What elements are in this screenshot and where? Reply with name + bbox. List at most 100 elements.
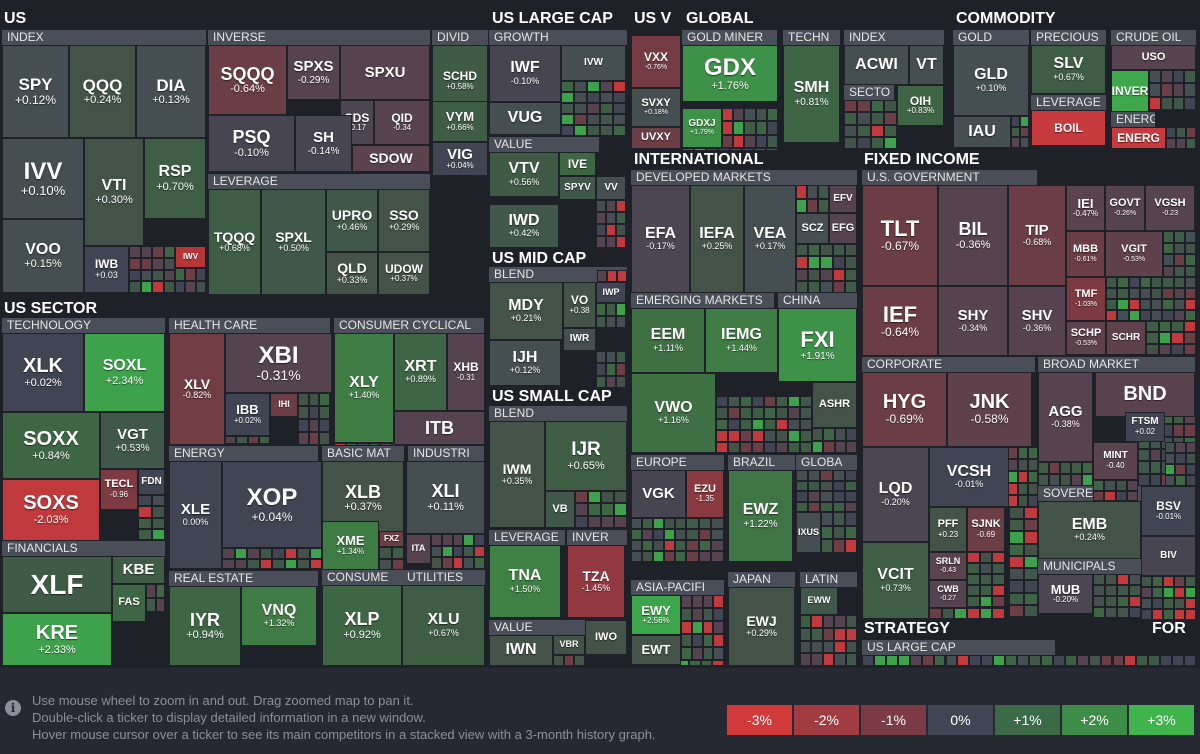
minor-ticker-cell[interactable] xyxy=(441,534,453,546)
minor-ticker-cell[interactable] xyxy=(588,503,601,516)
minor-ticker-cell[interactable] xyxy=(764,396,776,408)
minor-ticker-cell[interactable] xyxy=(146,584,156,598)
minor-ticker-cell[interactable] xyxy=(821,512,833,526)
minor-ticker-cell[interactable] xyxy=(1104,480,1116,491)
ticker-tile-vt[interactable]: VT xyxy=(909,45,944,85)
minor-ticker-cell[interactable] xyxy=(574,125,587,136)
minor-ticker-cell[interactable] xyxy=(1173,288,1185,299)
minor-ticker-cell[interactable] xyxy=(1175,464,1186,475)
minor-ticker-cell[interactable] xyxy=(967,596,980,607)
minor-ticker-cell[interactable] xyxy=(742,148,754,151)
minor-ticker-cell[interactable] xyxy=(1106,288,1118,299)
ticker-tile-pff[interactable]: PFF +0.23 xyxy=(929,507,967,552)
ticker-tile-upro[interactable]: UPRO +0.46% xyxy=(326,189,378,252)
minor-ticker-cell[interactable] xyxy=(1009,531,1024,544)
minor-ticker-cell[interactable] xyxy=(800,627,812,641)
minor-ticker-cell[interactable] xyxy=(1128,288,1140,299)
minor-ticker-cell[interactable] xyxy=(1149,449,1162,462)
minor-ticker-cell[interactable] xyxy=(1128,310,1140,321)
minor-ticker-cell[interactable] xyxy=(1023,543,1038,556)
ticker-tile-iefa[interactable]: IEFA +0.25% xyxy=(690,185,744,293)
ticker-tile-xlf[interactable]: XLF xyxy=(2,556,112,613)
minor-ticker-cell[interactable] xyxy=(606,363,616,376)
ticker-tile-vgk[interactable]: VGK xyxy=(631,470,686,518)
minor-ticker-cell[interactable] xyxy=(616,303,626,316)
minor-ticker-cell[interactable] xyxy=(713,608,724,621)
minor-ticker-cell[interactable] xyxy=(258,436,270,444)
minor-ticker-cell[interactable] xyxy=(653,518,664,529)
minor-ticker-cell[interactable] xyxy=(1117,277,1129,288)
minor-ticker-cell[interactable] xyxy=(713,634,724,647)
ticker-tile-acwi[interactable]: ACWI xyxy=(844,45,909,85)
minor-ticker-cell[interactable] xyxy=(740,418,752,431)
minor-ticker-cell[interactable] xyxy=(319,419,330,432)
minor-ticker-cell[interactable] xyxy=(1141,576,1152,587)
minor-ticker-cell[interactable] xyxy=(967,552,980,563)
minor-ticker-cell[interactable] xyxy=(711,529,724,540)
minor-ticker-cell[interactable] xyxy=(821,525,833,540)
minor-ticker-cell[interactable] xyxy=(1100,655,1113,666)
minor-ticker-cell[interactable] xyxy=(272,558,285,569)
minor-ticker-cell[interactable] xyxy=(236,436,248,444)
minor-ticker-cell[interactable] xyxy=(561,114,574,125)
minor-ticker-cell[interactable] xyxy=(1008,495,1018,507)
ticker-tile-ivv[interactable]: IVV +0.10% xyxy=(2,138,84,219)
minor-ticker-cell[interactable] xyxy=(713,647,724,660)
minor-ticker-cell[interactable] xyxy=(1152,576,1163,587)
minor-ticker-cell[interactable] xyxy=(1185,587,1196,598)
minor-ticker-cell[interactable] xyxy=(834,653,846,666)
minor-ticker-cell[interactable] xyxy=(1165,475,1176,486)
ticker-tile-xlv[interactable]: XLV -0.82% xyxy=(169,333,225,445)
minor-ticker-cell[interactable] xyxy=(1093,490,1105,501)
ticker-tile-ezu[interactable]: EZU -1.35 xyxy=(686,470,724,518)
minor-ticker-cell[interactable] xyxy=(1018,459,1028,471)
minor-ticker-cell[interactable] xyxy=(1028,483,1038,495)
minor-ticker-cell[interactable] xyxy=(807,185,818,199)
minor-ticker-cell[interactable] xyxy=(1171,321,1184,333)
minor-ticker-cell[interactable] xyxy=(979,608,993,619)
minor-ticker-cell[interactable] xyxy=(698,551,712,562)
ticker-tile-efv[interactable]: EFV xyxy=(829,185,857,213)
minor-ticker-cell[interactable] xyxy=(1011,126,1020,138)
minor-ticker-cell[interactable] xyxy=(700,660,713,666)
minor-ticker-cell[interactable] xyxy=(452,557,464,569)
minor-ticker-cell[interactable] xyxy=(740,407,752,419)
ticker-tile-energ[interactable]: ENERG xyxy=(1111,127,1166,149)
minor-ticker-cell[interactable] xyxy=(733,108,745,122)
ticker-tile-iemg[interactable]: IEMG +1.44% xyxy=(705,308,778,373)
ticker-tile-soxx[interactable]: SOXX +0.84% xyxy=(2,412,100,479)
ticker-tile-soxl[interactable]: SOXL +2.34% xyxy=(84,333,165,412)
minor-ticker-cell[interactable] xyxy=(675,551,686,562)
minor-ticker-cell[interactable] xyxy=(1146,321,1159,333)
minor-ticker-cell[interactable] xyxy=(691,621,703,634)
minor-ticker-cell[interactable] xyxy=(1152,609,1163,620)
minor-ticker-cell[interactable] xyxy=(702,621,714,634)
minor-ticker-cell[interactable] xyxy=(776,430,788,442)
minor-ticker-cell[interactable] xyxy=(788,430,800,442)
minor-ticker-cell[interactable] xyxy=(812,440,824,453)
minor-ticker-cell[interactable] xyxy=(981,655,994,666)
minor-ticker-cell[interactable] xyxy=(716,407,728,419)
minor-ticker-cell[interactable] xyxy=(1139,310,1151,321)
minor-ticker-cell[interactable] xyxy=(1093,480,1105,491)
minor-ticker-cell[interactable] xyxy=(820,244,833,257)
minor-ticker-cell[interactable] xyxy=(1018,495,1028,507)
ticker-tile-hyg[interactable]: HYG -0.69% xyxy=(862,372,947,447)
minor-ticker-cell[interactable] xyxy=(185,268,196,281)
ticker-tile-eem[interactable]: EEM +1.11% xyxy=(631,308,705,373)
minor-ticker-cell[interactable] xyxy=(1162,277,1174,288)
minor-ticker-cell[interactable] xyxy=(796,280,809,293)
minor-ticker-cell[interactable] xyxy=(234,548,247,559)
minor-ticker-cell[interactable] xyxy=(740,430,752,442)
minor-ticker-cell[interactable] xyxy=(1185,453,1196,464)
minor-ticker-cell[interactable] xyxy=(452,534,464,546)
minor-ticker-cell[interactable] xyxy=(844,124,858,137)
minor-ticker-cell[interactable] xyxy=(1117,310,1129,321)
minor-ticker-cell[interactable] xyxy=(1018,447,1028,459)
minor-ticker-cell[interactable] xyxy=(1008,483,1018,495)
ticker-tile-lqd[interactable]: LQD -0.20% xyxy=(862,447,929,542)
minor-ticker-cell[interactable] xyxy=(1049,462,1060,474)
minor-ticker-cell[interactable] xyxy=(686,529,699,540)
minor-ticker-cell[interactable] xyxy=(1160,655,1173,666)
minor-ticker-cell[interactable] xyxy=(796,470,809,481)
